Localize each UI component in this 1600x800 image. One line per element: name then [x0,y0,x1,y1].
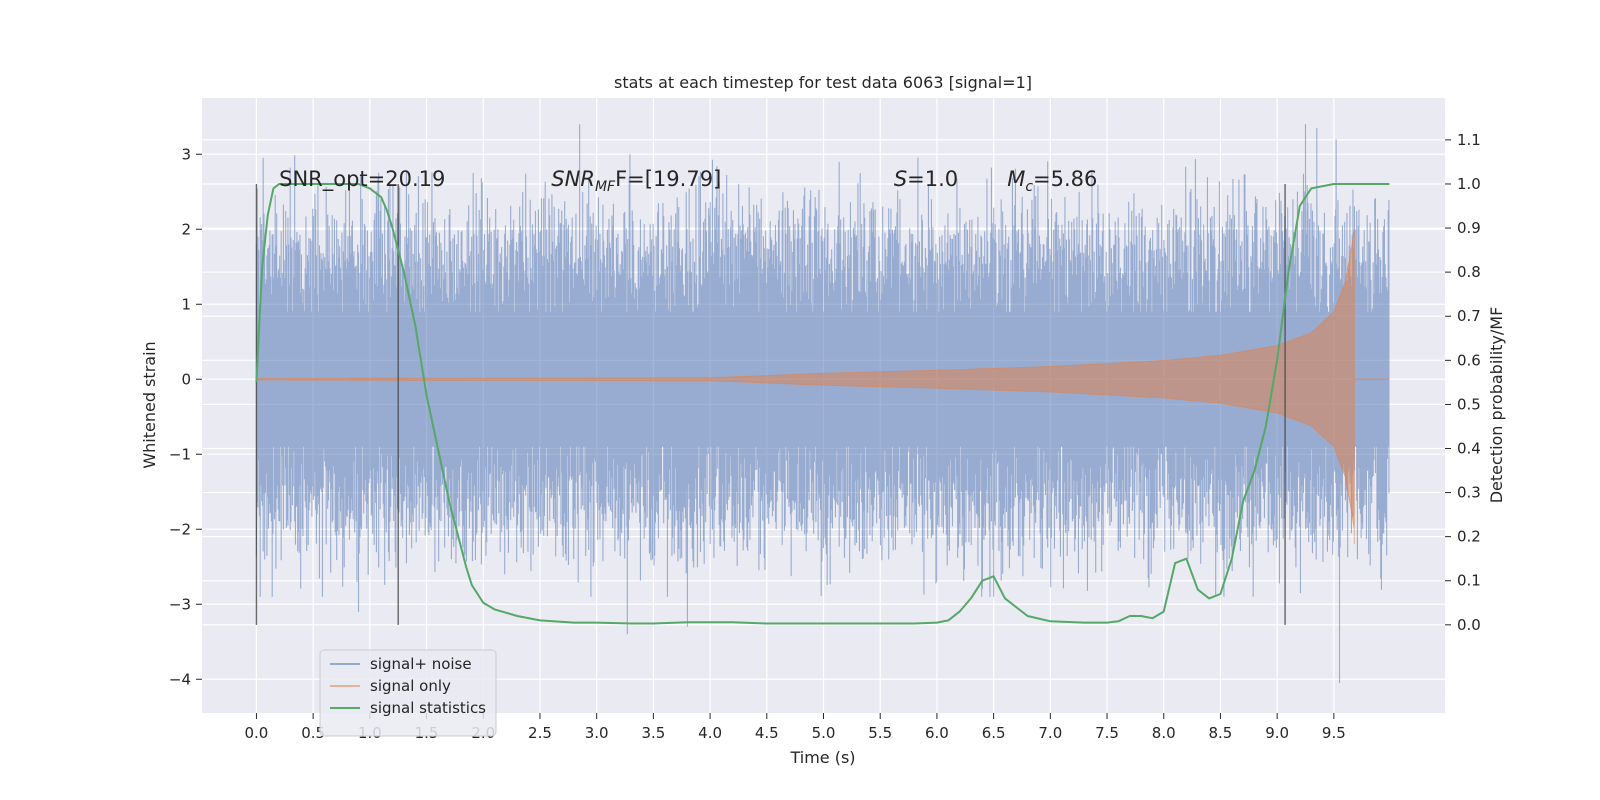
y-tick-label: 0 [181,370,191,388]
x-tick-label: 9.0 [1265,724,1289,742]
x-tick-label: 0.5 [301,724,325,742]
vline-layer [255,183,1286,625]
y-right-tick-label: 0.8 [1457,263,1481,281]
legend-label-signal-only: signal only [370,677,451,695]
x-tick-label: 5.0 [812,724,836,742]
x-tick-label: 3.5 [641,724,665,742]
y-right-tick-label: 0.6 [1457,351,1481,369]
legend-label-signal-noise: signal+ noise [370,655,472,673]
y-tick-label: −2 [169,520,191,538]
x-tick-label: 6.5 [982,724,1006,742]
signal-layer [255,229,1390,545]
y-tick-label: 3 [181,145,191,163]
y-tick-label: −1 [169,445,191,463]
legend-box [319,649,497,737]
x-tick-label: 5.5 [868,724,892,742]
x-tick-label: 0.0 [245,724,269,742]
series-signal-only [255,229,1355,545]
y-right-tick-label: 1.1 [1457,131,1481,149]
x-axis-label: Time (s) [789,748,855,767]
y-right-tick-label: 0.5 [1457,395,1481,413]
y-right-tick-label: 0.7 [1457,307,1481,325]
y-right-tick-label: 0.9 [1457,219,1481,237]
annotation-snr-opt: SNR_opt=20.19 [279,167,445,192]
y-tick-label: −4 [169,670,191,688]
x-tick-label: 2.5 [528,724,552,742]
y-tick-label: 2 [181,220,191,238]
y-right-tick-label: 0.3 [1457,484,1481,502]
y-tick-label: 1 [181,295,191,313]
y-tick-label: −3 [169,595,191,613]
x-tick-label: 4.5 [755,724,779,742]
axis-layer: 0.00.51.01.52.02.53.03.54.04.55.05.56.06… [169,131,1481,742]
y-right-axis-label: Detection probability/MF [1487,307,1506,504]
y-right-tick-label: 0.0 [1457,616,1481,634]
x-tick-label: 7.5 [1095,724,1119,742]
x-tick-label: 6.0 [925,724,949,742]
y-right-tick-label: 0.4 [1457,439,1481,457]
x-tick-label: 8.0 [1152,724,1176,742]
legend: signal+ noise signal only signal statist… [319,649,497,737]
series-signal-statistics [255,183,1390,625]
y-axis-label: Whitened strain [140,341,159,468]
annotation-s-val: S=1.0 [894,167,958,191]
y-right-tick-label: 0.2 [1457,528,1481,546]
x-tick-label: 8.5 [1209,724,1233,742]
y-right-tick-label: 0.1 [1457,572,1481,590]
x-tick-label: 7.0 [1038,724,1062,742]
stats-layer [255,183,1390,625]
annot-layer: SNR_opt=20.19 SNRMFF=[19.79] S=1.0 Mc=5.86 [279,167,1097,195]
legend-label-signal-stats: signal statistics [370,699,486,717]
y-right-tick-label: 1.0 [1457,175,1481,193]
annotation-snr-mf: SNRMFF=[19.79] [551,167,721,195]
x-tick-label: 9.5 [1322,724,1346,742]
x-tick-label: 3.0 [585,724,609,742]
chart-title: stats at each timestep for test data 606… [614,73,1032,92]
x-tick-label: 4.0 [698,724,722,742]
annotation-mc-val: Mc=5.86 [1007,167,1097,195]
